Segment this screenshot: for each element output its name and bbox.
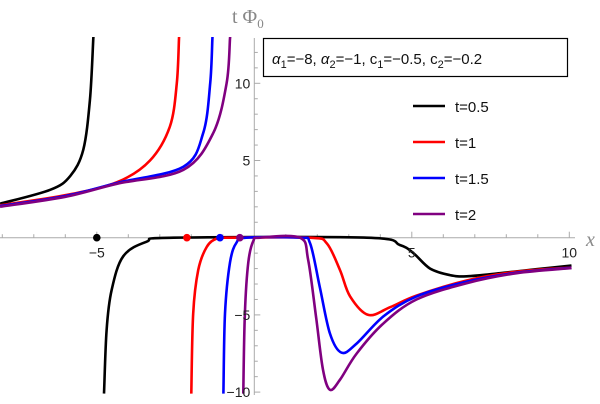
series-3-branch-1-line — [0, 37, 214, 208]
series-2-pole-marker — [183, 233, 191, 242]
series-1-branch-2-line — [102, 235, 572, 394]
x-tick-label: 5 — [408, 245, 416, 261]
legend-item: t=1 — [413, 135, 476, 152]
series-1-pole-marker — [93, 233, 101, 242]
legend-label: t=2 — [455, 207, 476, 224]
legend-item: t=0.5 — [413, 99, 489, 116]
y-tick-label: −10 — [227, 384, 251, 400]
series-4-branch-2-line — [242, 234, 572, 394]
series-3-branch-2-line — [222, 235, 572, 394]
markers — [93, 233, 244, 242]
axes — [0, 38, 575, 395]
legend-label: t=0.5 — [455, 99, 489, 116]
legend-label: t=1.5 — [455, 171, 489, 188]
x-tick-label: −5 — [89, 245, 105, 261]
parameters-label: α1=−8, α2=−1, c1=−0.5, c2=−0.2 — [272, 51, 482, 71]
series-4-branch-1-line — [0, 37, 232, 209]
y-tick-label: 5 — [243, 153, 251, 169]
parameters-box: α1=−8, α2=−1, c1=−0.5, c2=−0.2 — [262, 37, 569, 78]
series-3-pole-marker — [216, 233, 224, 242]
x-tick-label: 10 — [562, 245, 578, 261]
y-tick-label: 10 — [235, 75, 251, 91]
series-4-pole-marker — [236, 233, 244, 242]
tick-labels: −5 5 10 −10 −5 5 10 — [89, 75, 577, 400]
legend-item: t=1.5 — [413, 171, 489, 188]
legend-label: t=1 — [455, 135, 476, 152]
series-1-branch-1-line — [0, 37, 95, 205]
x-axis-label: x — [585, 229, 595, 251]
series-2-branch-1-line — [0, 37, 181, 207]
y-tick-label: −5 — [234, 307, 250, 323]
y-axis-label: t Φ0 — [232, 6, 264, 31]
curves — [0, 37, 572, 394]
legend: t=0.5 t=1 t=1.5 t=2 — [413, 99, 489, 224]
legend-item: t=2 — [413, 207, 476, 224]
